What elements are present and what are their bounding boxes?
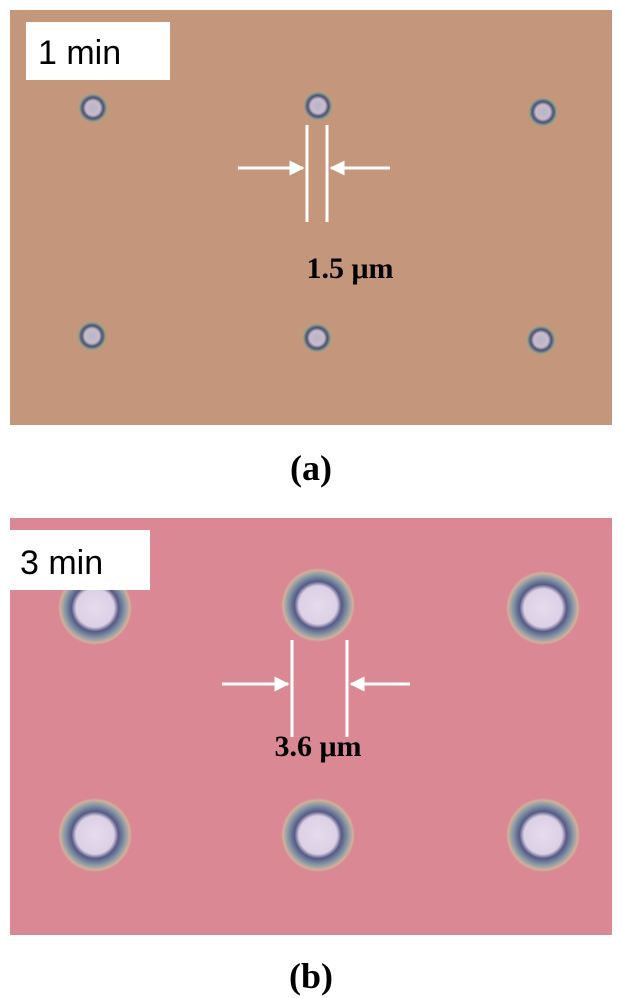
time-label: 3 min (20, 544, 103, 582)
caption: (b) (289, 956, 333, 996)
figure: 1 min 1.5 μm (a) 3 min 3.6 μm (b) (0, 0, 622, 998)
measurement: 1.5 μm (307, 252, 394, 285)
measurement: 3.6 μm (275, 730, 362, 763)
caption: (a) (290, 448, 332, 488)
time-label: 1 min (38, 34, 121, 72)
